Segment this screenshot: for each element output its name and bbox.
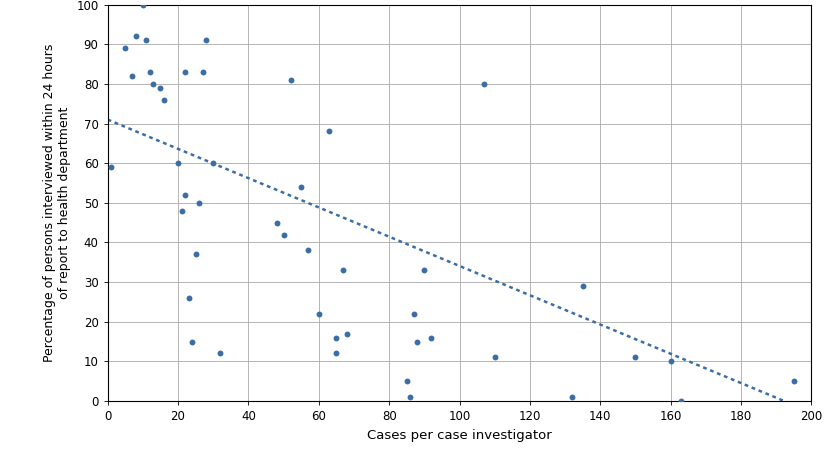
Point — [129, 33, 142, 40]
Point — [404, 393, 416, 401]
Point — [140, 36, 153, 44]
Point — [399, 378, 413, 385]
Point — [565, 393, 578, 401]
Point — [104, 164, 117, 171]
Point — [154, 84, 167, 92]
Point — [294, 183, 308, 191]
Point — [329, 350, 342, 357]
Point — [199, 36, 213, 44]
Point — [323, 128, 336, 135]
Point — [487, 354, 500, 361]
Point — [143, 68, 156, 76]
Point — [417, 266, 430, 274]
Point — [337, 266, 350, 274]
Point — [477, 80, 490, 88]
Y-axis label: Percentage of persons interviewed within 24 hours
of report to health department: Percentage of persons interviewed within… — [43, 44, 71, 362]
Point — [786, 378, 800, 385]
Point — [189, 251, 202, 258]
Point — [629, 354, 642, 361]
Point — [207, 160, 220, 167]
Point — [178, 191, 191, 199]
Point — [276, 231, 289, 238]
Point — [329, 334, 342, 341]
Point — [136, 1, 150, 8]
Point — [192, 199, 205, 207]
Point — [146, 80, 160, 88]
Point — [312, 310, 325, 318]
Point — [182, 294, 195, 301]
Point — [576, 283, 589, 290]
Point — [663, 358, 676, 365]
Point — [407, 310, 420, 318]
Point — [410, 338, 423, 345]
Point — [157, 96, 170, 103]
Point — [213, 350, 227, 357]
Point — [171, 160, 184, 167]
Point — [196, 68, 209, 76]
Point — [674, 397, 687, 405]
Point — [284, 76, 297, 83]
Point — [185, 338, 198, 345]
Point — [301, 247, 314, 254]
Point — [174, 207, 188, 214]
Point — [126, 72, 139, 80]
Point — [178, 68, 191, 76]
Point — [270, 219, 283, 226]
Point — [424, 334, 437, 341]
Point — [340, 330, 353, 337]
Point — [118, 45, 131, 52]
X-axis label: Cases per case investigator: Cases per case investigator — [366, 429, 552, 442]
